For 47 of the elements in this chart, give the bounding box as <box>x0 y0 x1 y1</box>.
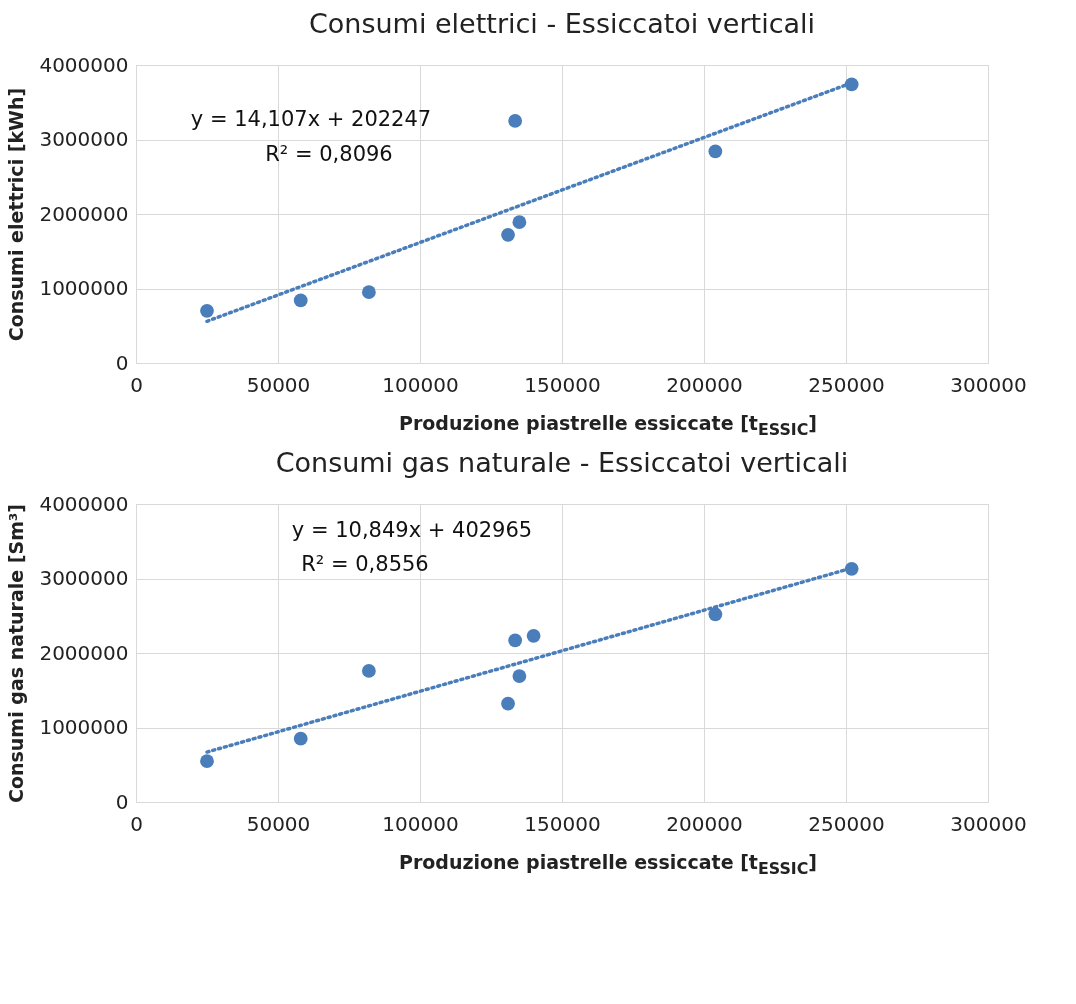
annotation: R² = 0,8556 <box>301 551 429 576</box>
point <box>708 144 723 159</box>
y-axis-title: Consumi gas naturale [Sm³] <box>5 503 28 803</box>
point <box>293 293 308 308</box>
annotation: R² = 0,8096 <box>265 142 393 166</box>
point <box>512 669 527 683</box>
point <box>501 696 515 711</box>
point <box>200 753 214 768</box>
y-tick-label: 3000000 <box>39 127 129 151</box>
x-axis-title: Produzione piastrelle essiccate [t$_{ESSIC}$] <box>397 850 818 878</box>
x-tick-label: 150000 <box>524 811 601 836</box>
x-tick-label: 100000 <box>382 372 459 397</box>
x-tick-label: 250000 <box>808 372 885 397</box>
y-axis-title: Consumi elettrici [kWh] <box>5 87 28 342</box>
x-tick-label: 150000 <box>524 372 601 397</box>
point <box>508 114 523 128</box>
y-tick-label: 2000000 <box>39 201 129 226</box>
y-tick-label: 0 <box>115 350 129 375</box>
y-tick-label: 4000000 <box>39 52 129 77</box>
x-tick-label: 200000 <box>666 372 743 397</box>
y-tick-label: 0 <box>115 789 129 814</box>
point <box>708 607 723 621</box>
annotation: y = 10,849x + 402965 <box>291 517 533 542</box>
x-tick-label: 300000 <box>950 372 1027 397</box>
point <box>501 227 515 242</box>
point <box>526 628 541 643</box>
point <box>508 633 523 648</box>
chart-title: Consumi gas naturale - Essiccatoi verticali <box>275 446 849 478</box>
x-tick-label: 300000 <box>950 811 1027 836</box>
x-tick-label: 250000 <box>808 811 885 836</box>
x-tick-label: 200000 <box>666 811 743 836</box>
point <box>200 303 214 318</box>
chart-title: Consumi elettrici - Essiccatoi verticali <box>308 8 816 39</box>
point <box>361 285 376 300</box>
y-tick-label: 4000000 <box>39 491 129 516</box>
y-tick-label: 1000000 <box>39 714 129 739</box>
point <box>293 731 308 746</box>
x-tick-label: 50000 <box>246 372 311 397</box>
x-tick-label: 50000 <box>246 811 311 836</box>
annotation: y = 14,107x + 202247 <box>190 107 432 131</box>
x-tick-label: 100000 <box>382 811 459 836</box>
point <box>361 663 376 678</box>
y-tick-label: 3000000 <box>39 565 129 590</box>
y-tick-label: 2000000 <box>39 640 129 665</box>
y-tick-label: 1000000 <box>39 276 129 300</box>
point <box>512 215 527 230</box>
x-axis-title: Produzione piastrelle essiccate [t$_{ESSIC}$] <box>397 412 818 439</box>
